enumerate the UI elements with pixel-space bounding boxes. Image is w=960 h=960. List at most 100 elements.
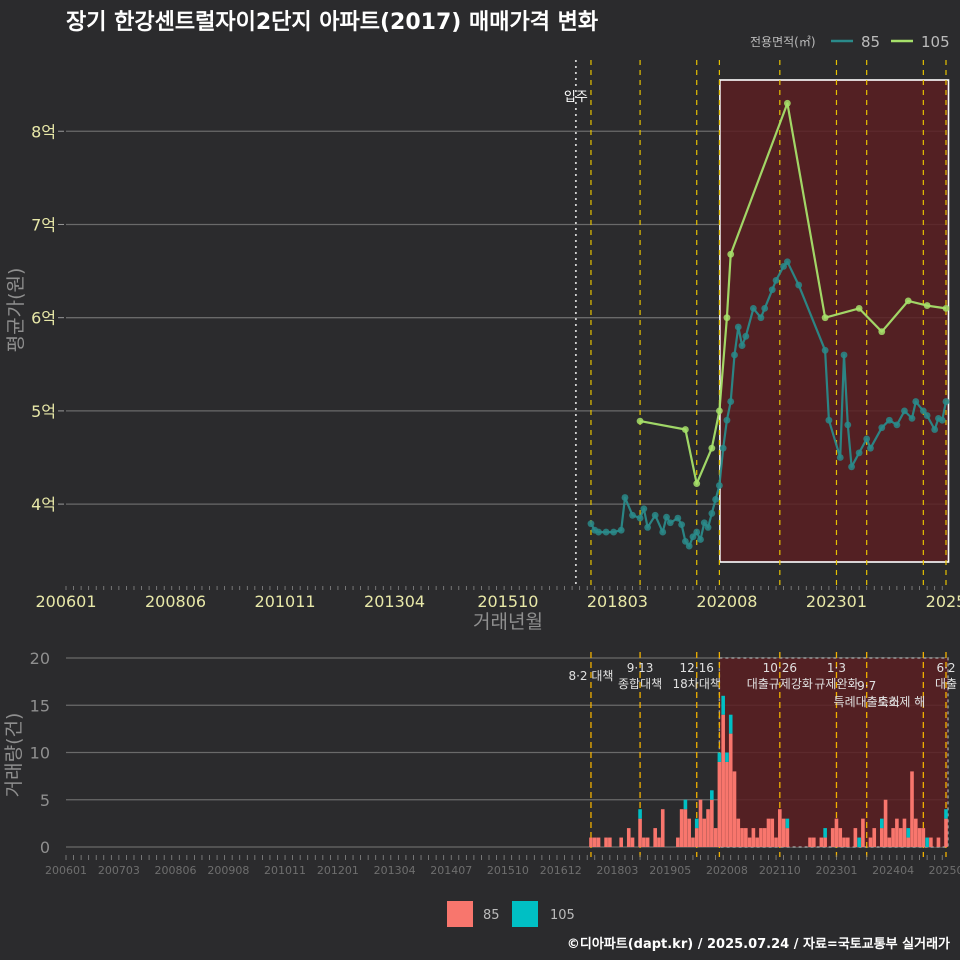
price-x-tick-label: 200601 [35, 592, 96, 611]
price-point-85 [893, 421, 901, 429]
policy-label-line: 18차대책 [673, 676, 721, 691]
volume-bar-85 [713, 828, 718, 847]
volume-bar-85 [902, 818, 907, 847]
policy-label-line: 종합대책 [618, 676, 662, 691]
policy-label-line: 8·2 대책 [568, 668, 613, 683]
volume-y-tick-label: 20 [30, 649, 50, 668]
volume-bar-105 [638, 809, 642, 819]
price-point-85 [712, 496, 720, 503]
volume-x-tick-label: 201510 [487, 864, 529, 877]
price-point-85 [768, 286, 776, 294]
volume-x-tick-label: 200601 [45, 864, 87, 877]
price-y-tick-label: 8억 [31, 122, 56, 141]
volume-bar-85 [626, 828, 631, 847]
price-point-85 [689, 533, 697, 541]
volume-bar-85 [744, 828, 748, 847]
volume-bar-85 [642, 837, 646, 847]
price-point-85 [742, 332, 750, 340]
volume-bar-85 [785, 828, 790, 847]
price-point-85 [878, 424, 886, 432]
price-x-tick-label: 201510 [477, 592, 538, 611]
price-y-axis-label: 평균가(원) [5, 268, 27, 353]
price-point-85 [908, 414, 916, 422]
price-point-85 [836, 454, 844, 461]
volume-bar-85 [702, 818, 707, 847]
price-point-85 [923, 412, 931, 419]
price-point-85 [621, 494, 629, 501]
price-point-85 [863, 435, 871, 443]
volume-bar-105 [879, 818, 884, 829]
price-point-85 [610, 528, 618, 536]
volume-bar-85 [770, 818, 775, 847]
volume-bar-85 [898, 828, 903, 847]
price-point-105 [715, 407, 723, 415]
price-point-85 [749, 304, 757, 312]
volume-bar-85 [592, 837, 597, 847]
volume-bar-85 [683, 809, 688, 847]
volume-bar-85 [751, 828, 756, 847]
volume-bar-85 [781, 818, 786, 847]
price-point-85 [681, 537, 689, 545]
volume-x-tick-label: 202008 [706, 864, 748, 877]
volume-x-tick-label: 201905 [649, 864, 691, 877]
policy-label-line: 대출규제강화 [747, 677, 813, 691]
price-point-85 [617, 526, 625, 534]
volume-bar-85 [808, 837, 812, 847]
volume-bar-85 [762, 828, 767, 847]
volume-x-tick-label: 201803 [596, 864, 638, 877]
policy-label: 1·3 규제완화 [814, 661, 858, 691]
price-point-85 [715, 482, 723, 489]
price-point-105 [708, 444, 716, 452]
top-legend: 전용면적(㎡) 85 105 [750, 33, 950, 51]
price-point-85 [595, 528, 602, 536]
policy-label-line: 대출 [935, 677, 957, 691]
price-point-85 [844, 421, 852, 429]
volume-bar-85 [608, 837, 612, 847]
volume-bar-85 [721, 714, 725, 847]
volume-bar-85 [755, 837, 759, 847]
price-point-85 [663, 513, 670, 521]
price-point-85 [704, 524, 712, 531]
volume-bar-85 [619, 837, 623, 847]
price-point-85 [938, 416, 946, 424]
volume-bar-85 [823, 837, 827, 847]
policy-label: 토허제 해 [877, 695, 925, 709]
volume-bar-85 [596, 837, 601, 847]
price-x-tick-label: 201011 [255, 592, 316, 611]
price-panel: 4억 5억 6억 7억 8억 입주 200601 200806 201011 201304 2015… [31, 60, 960, 611]
bar-legend-label-85: 85 [483, 908, 500, 923]
price-point-85 [723, 416, 731, 424]
price-point-85 [678, 521, 686, 529]
policy-label-line: 9·7 [857, 679, 876, 693]
volume-bar-85 [732, 771, 737, 847]
price-point-85 [685, 542, 693, 550]
price-point-85 [919, 407, 927, 415]
volume-bar-85 [936, 837, 941, 847]
price-point-85 [772, 276, 780, 284]
volume-bar-85 [645, 837, 650, 847]
price-point-105 [923, 302, 931, 309]
price-point-85 [780, 263, 787, 270]
volume-bar-85 [853, 828, 858, 847]
price-point-85 [697, 536, 704, 543]
price-x-tick-label: 200806 [145, 592, 206, 611]
price-point-85 [666, 519, 674, 527]
volume-bar-85 [913, 818, 918, 847]
price-point-85 [587, 520, 595, 528]
volume-bar-85 [879, 828, 884, 847]
price-point-85 [901, 407, 908, 415]
volume-bar-85 [653, 828, 657, 847]
volume-y-axis-label: 거래량(건) [3, 713, 25, 798]
price-point-105 [904, 297, 912, 305]
volume-bar-105 [823, 828, 827, 838]
volume-bar-105 [721, 695, 725, 715]
volume-bar-85 [691, 837, 695, 847]
volume-bar-105 [906, 828, 911, 838]
credit-text: ©디아파트(dapt.kr) / 2025.07.24 / 자료=국토교통부 실… [567, 936, 950, 952]
volume-bar-85 [728, 733, 733, 847]
price-point-85 [640, 505, 648, 513]
price-point-85 [738, 342, 746, 350]
price-x-tick-label: 201304 [364, 592, 425, 611]
price-point-85 [644, 524, 652, 531]
